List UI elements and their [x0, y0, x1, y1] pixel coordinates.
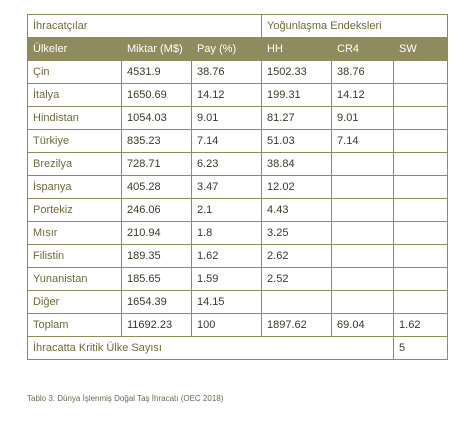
cell-amount: 185.65 — [121, 267, 192, 291]
cell-country: Hindistan — [27, 106, 122, 130]
cell-share: 9.01 — [190, 106, 263, 130]
table-row: Brezilya 728.71 6.23 38.84 — [27, 152, 449, 176]
cell-hh: 4.43 — [261, 198, 333, 222]
cell-share: 38.76 — [190, 60, 263, 84]
cell-hh: 1502.33 — [261, 60, 333, 84]
table-row: Portekiz 246.06 2.1 4.43 — [27, 198, 449, 222]
cell-country: Diğer — [27, 290, 122, 314]
cell-amount: 728.71 — [121, 152, 192, 176]
cell-hh: 2.52 — [261, 267, 333, 291]
cell-sw — [393, 175, 449, 199]
table-row: Hindistan 1054.03 9.01 81.27 9.01 — [27, 106, 449, 130]
cell-sw — [393, 244, 449, 268]
total-amount: 11692.23 — [121, 313, 192, 337]
cell-cr4: 9.01 — [331, 106, 395, 130]
cell-hh: 12.02 — [261, 175, 333, 199]
cell-amount: 1650.69 — [121, 83, 192, 107]
cell-share: 6.23 — [190, 152, 263, 176]
cell-cr4: 14.12 — [331, 83, 395, 107]
cell-sw — [393, 290, 449, 314]
cell-country: İtalya — [27, 83, 122, 107]
cell-share: 1.8 — [190, 221, 263, 245]
cell-sw — [393, 267, 449, 291]
cell-cr4 — [331, 244, 395, 268]
cell-sw — [393, 83, 449, 107]
column-header-country: Ülkeler — [27, 37, 122, 61]
total-label: Toplam — [27, 313, 122, 337]
cell-share: 1.59 — [190, 267, 263, 291]
cell-cr4: 38.76 — [331, 60, 395, 84]
cell-amount: 4531.9 — [121, 60, 192, 84]
cell-share: 7.14 — [190, 129, 263, 153]
critical-count-value: 5 — [393, 336, 449, 360]
cell-sw — [393, 129, 449, 153]
cell-amount: 1054.03 — [121, 106, 192, 130]
cell-amount: 405.28 — [121, 175, 192, 199]
cell-amount: 835.23 — [121, 129, 192, 153]
cell-country: Portekiz — [27, 198, 122, 222]
cell-hh: 199.31 — [261, 83, 333, 107]
table-row: Çin 4531.9 38.76 1502.33 38.76 — [27, 60, 449, 84]
cell-share: 2.1 — [190, 198, 263, 222]
cell-hh: 38.84 — [261, 152, 333, 176]
concentration-group-header: Yoğunlaşma Endeksleri — [261, 14, 449, 38]
table-row: Mısır 210.94 1.8 3.25 — [27, 221, 449, 245]
cell-hh: 51.03 — [261, 129, 333, 153]
table-row: Diğer 1654.39 14.15 — [27, 290, 449, 314]
cell-country: Çin — [27, 60, 122, 84]
exporters-group-header: İhracatçılar — [26, 14, 263, 38]
cell-cr4 — [331, 221, 395, 245]
cell-country: Türkiye — [27, 129, 122, 153]
cell-country: Brezilya — [27, 152, 122, 176]
critical-count-label: İhracatta Kritik Ülke Sayısı — [26, 336, 395, 360]
cell-share: 1.62 — [190, 244, 263, 268]
table-row: Yunanistan 185.65 1.59 2.52 — [27, 267, 449, 291]
total-sw: 1.62 — [393, 313, 449, 337]
cell-amount: 210.94 — [121, 221, 192, 245]
column-header-share: Pay (%) — [190, 37, 263, 61]
table-row: Türkiye 835.23 7.14 51.03 7.14 — [27, 129, 449, 153]
export-concentration-table: İhracatçılar Yoğunlaşma Endeksleri Ülkel… — [26, 14, 449, 360]
cell-cr4 — [331, 267, 395, 291]
cell-share: 14.12 — [190, 83, 263, 107]
cell-hh: 81.27 — [261, 106, 333, 130]
cell-hh — [261, 290, 333, 314]
cell-sw — [393, 60, 449, 84]
cell-cr4 — [331, 152, 395, 176]
cell-hh: 3.25 — [261, 221, 333, 245]
column-header-amount: Miktar (M$) — [121, 37, 192, 61]
column-header-sw: SW — [393, 37, 449, 61]
cell-cr4 — [331, 175, 395, 199]
cell-country: İspanya — [27, 175, 122, 199]
cell-amount: 246.06 — [121, 198, 192, 222]
table-body: Çin 4531.9 38.76 1502.33 38.76 İtalya 1650.69 1… — [26, 60, 449, 360]
cell-country: Yunanistan — [27, 267, 122, 291]
table-row: Filistin 189.35 1.62 2.62 — [27, 244, 449, 268]
cell-sw — [393, 106, 449, 130]
cell-amount: 189.35 — [121, 244, 192, 268]
total-cr4: 69.04 — [331, 313, 395, 337]
table-caption: Tablo 3. Dünya İşlenmiş Doğal Taş İhraca… — [27, 394, 224, 403]
cell-cr4 — [331, 290, 395, 314]
cell-share: 3.47 — [190, 175, 263, 199]
table-row: İtalya 1650.69 14.12 199.31 14.12 — [27, 83, 449, 107]
cell-amount: 1654.39 — [121, 290, 192, 314]
cell-country: Mısır — [27, 221, 122, 245]
table-row: İspanya 405.28 3.47 12.02 — [27, 175, 449, 199]
total-row: Toplam 11692.23 100 1897.62 69.04 1.62 — [27, 313, 449, 337]
total-share: 100 — [190, 313, 263, 337]
cell-sw — [393, 152, 449, 176]
cell-hh: 2.62 — [261, 244, 333, 268]
cell-sw — [393, 198, 449, 222]
cell-share: 14.15 — [190, 290, 263, 314]
total-hh: 1897.62 — [261, 313, 333, 337]
cell-sw — [393, 221, 449, 245]
column-header-hh: HH — [261, 37, 333, 61]
critical-count-row: İhracatta Kritik Ülke Sayısı 5 — [26, 336, 449, 360]
cell-cr4 — [331, 198, 395, 222]
cell-country: Filistin — [27, 244, 122, 268]
cell-cr4: 7.14 — [331, 129, 395, 153]
column-header-cr4: CR4 — [331, 37, 395, 61]
